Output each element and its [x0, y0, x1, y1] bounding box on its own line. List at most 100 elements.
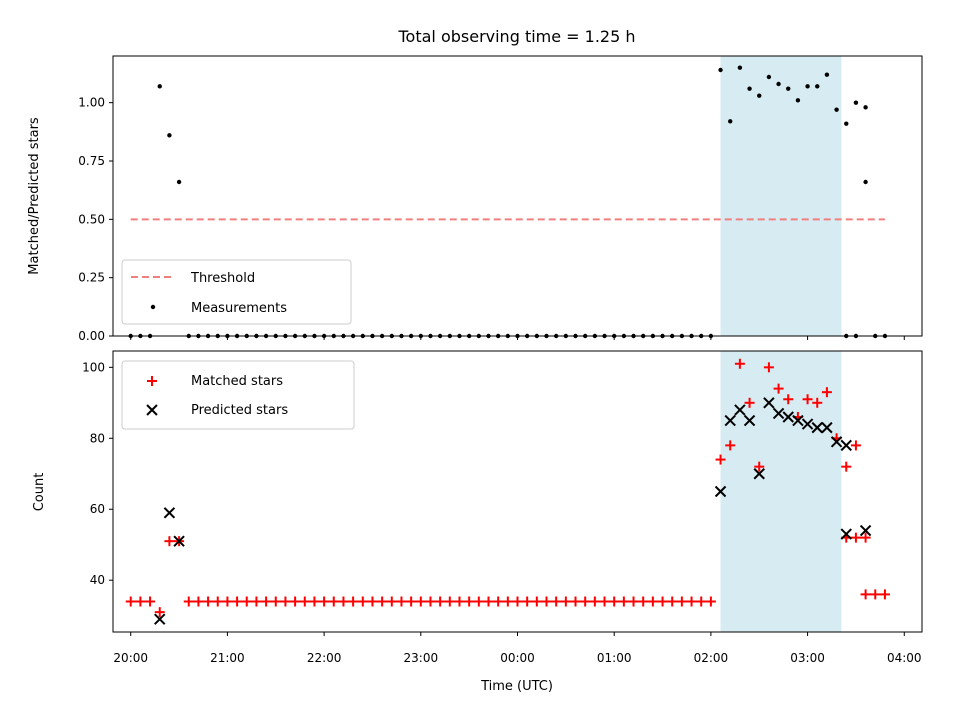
predicted-star-point	[840, 439, 852, 452]
measurement-point	[737, 65, 743, 70]
matched-star-point	[367, 596, 378, 607]
predicted-star-stroke-b	[753, 468, 765, 480]
predicted-star-point	[840, 528, 852, 540]
matched-star-point	[512, 596, 523, 607]
measurement-point	[176, 179, 182, 185]
bottom-panel-frame	[112, 350, 923, 633]
top-highlight-span	[720, 56, 842, 336]
legend-measurements-label: Measurements	[191, 301, 287, 316]
matched-star-point	[773, 383, 784, 394]
x-tick-label: 23:00	[404, 651, 439, 665]
predicted-star-point	[859, 524, 872, 537]
predicted-star-stroke-b	[173, 535, 185, 547]
measurement-point	[766, 74, 772, 80]
matched-star-point	[299, 596, 310, 607]
matched-star-point	[270, 596, 281, 607]
bottom-legend-box	[121, 360, 355, 430]
matched-star-point	[647, 596, 658, 607]
matched-star-point	[860, 589, 871, 600]
predicted-star-point	[821, 421, 833, 434]
matched-star-point	[638, 596, 649, 607]
predicted-star-stroke-b	[763, 397, 775, 409]
predicted-star-stroke-b	[830, 436, 843, 448]
matched-star-point	[348, 596, 359, 607]
matched-star-point	[415, 596, 426, 607]
matched-star-point	[696, 596, 707, 607]
matched-star-point	[377, 596, 388, 607]
matched-star-point	[667, 596, 678, 607]
predicted-star-point	[792, 414, 804, 427]
matched-star-point	[473, 596, 484, 607]
x-tick-label: 00:00	[500, 651, 535, 665]
matched-star-point	[241, 596, 252, 607]
predicted-star-stroke-b	[840, 528, 852, 540]
bottom-y-tick-label: 40	[90, 573, 105, 587]
matched-star-point	[483, 596, 494, 607]
matched-star-point	[435, 596, 446, 607]
predicted-star-stroke-b	[734, 404, 746, 416]
matched-star-point	[251, 596, 262, 607]
matched-star-point	[222, 596, 233, 607]
x-tick-label: 22:00	[307, 651, 342, 665]
measurement-point	[844, 121, 849, 126]
matched-star-point	[850, 440, 861, 451]
predicted-star-point	[743, 414, 756, 427]
x-tick-label: 20:00	[113, 651, 148, 665]
predicted-star-stroke-b	[714, 485, 727, 498]
matched-star-point	[164, 536, 175, 547]
top-panel: 0.00 0.25 0.50 0.75 1.00 Total observing tim…	[27, 27, 923, 343]
matched-star-point	[725, 440, 736, 451]
legend-predicted-swatch	[146, 404, 158, 416]
predicted-star-point	[154, 613, 166, 625]
bottom-y-tick-label: 80	[90, 431, 105, 445]
bottom-y-axis-label: Count	[32, 473, 47, 512]
top-legend-box	[121, 259, 352, 325]
matched-star-point	[183, 596, 194, 607]
matched-star-point	[734, 358, 745, 369]
measurement-point	[795, 98, 801, 103]
predicted-star-point	[724, 414, 736, 427]
predicted-star-point	[753, 468, 765, 480]
predicted-star-stroke-b	[724, 414, 736, 427]
matched-star-point	[628, 596, 639, 607]
x-tick-label: 02:00	[694, 651, 729, 665]
matched-star-point	[531, 596, 542, 607]
bottom-y-tick-label: 100	[82, 360, 105, 374]
matched-star-point	[802, 394, 813, 405]
top-y-tick-label: 0.50	[78, 212, 105, 226]
matched-star-point	[754, 461, 765, 472]
predicted-star-stroke-b	[801, 418, 814, 430]
predicted-star-stroke-b	[840, 439, 852, 452]
top-y-tick-label: 0.75	[78, 154, 105, 168]
predicted-star-stroke-b	[782, 411, 794, 423]
matched-star-point	[357, 596, 368, 607]
matched-star-point	[551, 596, 562, 607]
bottom-panel: 40 60 80 100 20:00 21:00 22:00 23:00 00:00 01:00 0…	[32, 350, 923, 694]
matched-star-point	[570, 596, 581, 607]
matched-star-point	[203, 596, 214, 607]
predicted-star-stroke-b	[821, 421, 833, 434]
predicted-star-point	[772, 407, 785, 420]
matched-star-point	[812, 397, 823, 408]
x-axis-label: Time (UTC)	[480, 679, 553, 694]
matched-star-point	[232, 596, 243, 607]
matched-star-point	[580, 596, 591, 607]
predicted-star-point	[830, 436, 843, 448]
matched-star-point	[850, 532, 861, 543]
matched-star-point	[396, 596, 407, 607]
matched-star-point	[522, 596, 533, 607]
bottom-highlight-span	[720, 351, 842, 632]
matched-star-point	[261, 596, 272, 607]
matched-star-point	[425, 596, 436, 607]
predicted-star-point	[714, 485, 727, 498]
matched-star-point	[763, 362, 774, 373]
predicted-star-point	[734, 404, 746, 416]
legend-predicted-label: Predicted stars	[191, 403, 288, 418]
bottom-legend: Matched stars Predicted stars	[121, 360, 355, 430]
predicted-star-point	[811, 421, 823, 434]
predicted-star-stroke-b	[154, 613, 166, 625]
matched-star-point	[676, 596, 687, 607]
predicted-star-point	[801, 418, 814, 430]
legend-threshold-label: Threshold	[190, 271, 255, 286]
measurement-point	[805, 84, 810, 89]
